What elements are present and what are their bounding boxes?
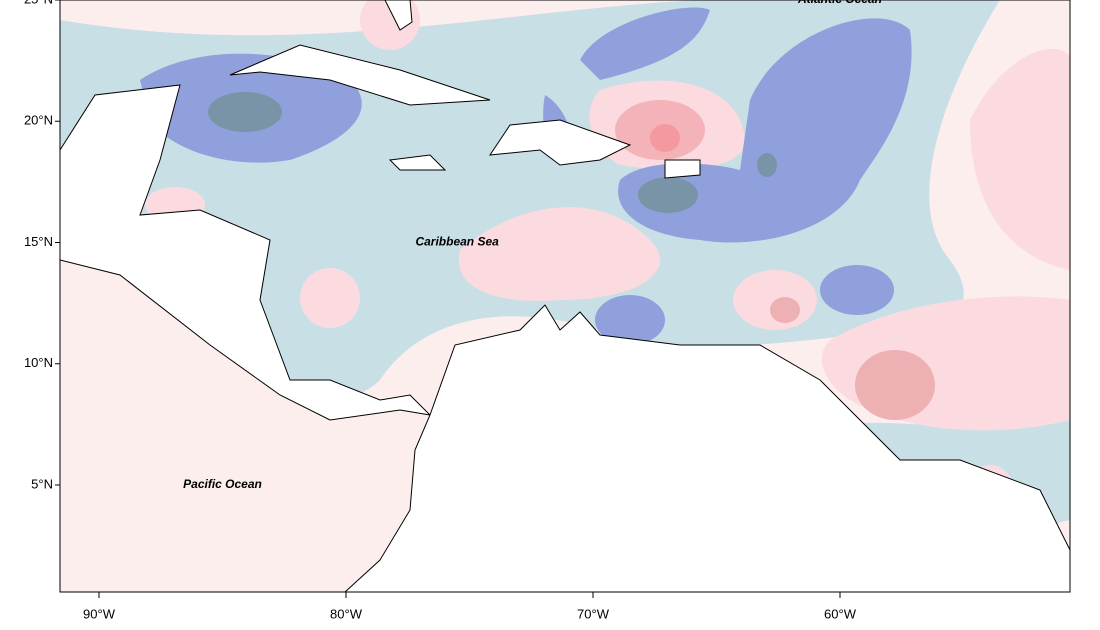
lat-tick-label: 25°N xyxy=(24,0,53,6)
blue-core xyxy=(595,295,665,345)
place-labels: Atlantic Ocean Caribbean Sea Pacific Ocean xyxy=(183,0,882,491)
jamaica xyxy=(388,154,447,171)
ocean-label: Caribbean Sea xyxy=(415,235,499,249)
lat-tick-label: 15°N xyxy=(24,234,53,249)
pink-area xyxy=(458,207,660,301)
axes: 25°N 20°N 15°N 10°N 5°N 90°W 80°W 70°W 60°W xyxy=(24,0,857,621)
pink-core xyxy=(650,124,680,152)
lat-tick-label: 5°N xyxy=(31,476,53,491)
blue-core xyxy=(580,7,710,80)
deep-core xyxy=(757,153,777,177)
lat-tick-label: 10°N xyxy=(24,355,53,370)
anomaly-field xyxy=(60,0,1070,592)
south-america xyxy=(344,304,1070,592)
ocean-label: Pacific Ocean xyxy=(183,477,262,491)
deep-core xyxy=(638,177,698,213)
lon-tick-label: 90°W xyxy=(83,606,116,621)
lon-tick-label: 60°W xyxy=(824,606,857,621)
lon-tick-label: 70°W xyxy=(577,606,610,621)
central-america xyxy=(60,84,432,421)
pink-core xyxy=(770,297,800,323)
ocean-label: Atlantic Ocean xyxy=(797,0,882,6)
florida xyxy=(384,0,413,31)
puerto-rico xyxy=(664,159,701,179)
blue-core xyxy=(820,265,894,315)
lat-tick-label: 20°N xyxy=(24,113,53,128)
pink-area xyxy=(970,48,1070,271)
pink-area xyxy=(300,268,360,328)
lon-tick-label: 80°W xyxy=(330,606,363,621)
pink-area xyxy=(733,270,817,330)
map-frame xyxy=(59,0,1071,593)
cuba xyxy=(229,44,491,106)
hispaniola xyxy=(488,119,632,166)
deep-core xyxy=(208,92,282,132)
pink-core xyxy=(855,350,935,420)
